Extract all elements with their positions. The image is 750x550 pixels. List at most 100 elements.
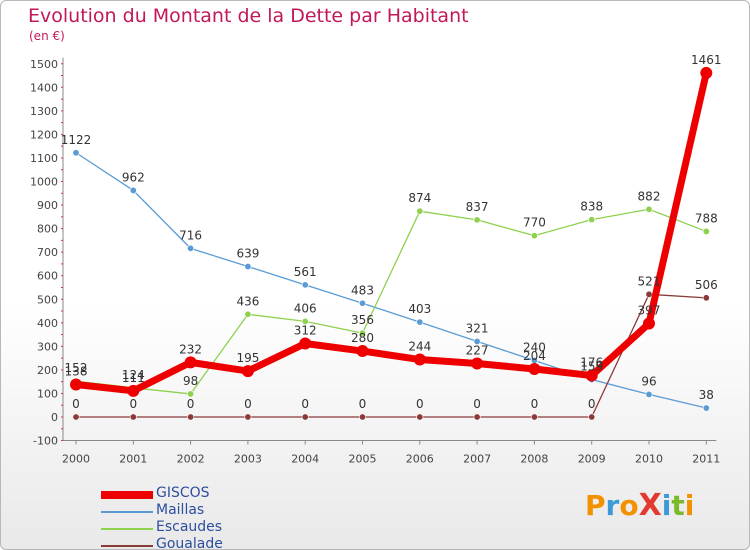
data-point-escaudes — [645, 205, 653, 213]
data-point-maillas — [244, 263, 252, 271]
data-point-giscos — [471, 357, 484, 370]
y-tick-label: 0 — [51, 411, 58, 424]
data-label-maillas: 962 — [122, 170, 145, 184]
chart-unit-label: (en €) — [29, 29, 65, 43]
data-point-escaudes — [530, 232, 538, 240]
logo-letter: i — [684, 489, 695, 522]
data-point-maillas — [645, 390, 653, 398]
data-point-goualade — [72, 413, 80, 421]
data-label-maillas: 38 — [699, 388, 714, 402]
data-label-giscos: 138 — [65, 365, 88, 379]
legend-label: Escaudes — [156, 519, 223, 535]
data-point-escaudes — [187, 390, 195, 398]
y-tick-label: 900 — [37, 199, 58, 212]
y-tick-label: 1400 — [30, 81, 58, 94]
y-tick-label: 500 — [37, 293, 58, 306]
data-label-goualade: 0 — [129, 397, 137, 411]
x-tick-label: 2008 — [520, 453, 548, 466]
data-point-goualade — [473, 413, 481, 421]
data-point-goualade — [416, 413, 424, 421]
data-label-giscos: 397 — [638, 304, 661, 318]
legend-label: Goualade — [156, 536, 223, 550]
x-tick-label: 2002 — [177, 453, 205, 466]
data-point-escaudes — [244, 310, 252, 318]
data-point-maillas — [72, 149, 80, 157]
logo-letter: o — [619, 489, 639, 522]
data-label-giscos: 176 — [580, 356, 603, 370]
x-tick-label: 2006 — [406, 453, 434, 466]
data-point-goualade — [187, 413, 195, 421]
y-tick-label: 1500 — [30, 58, 58, 71]
data-point-escaudes — [416, 207, 424, 215]
data-point-maillas — [702, 404, 710, 412]
data-point-goualade — [645, 290, 653, 298]
data-point-escaudes — [358, 329, 366, 337]
series-line-goualade — [75, 293, 707, 418]
data-point-escaudes — [301, 317, 309, 325]
data-label-goualade: 0 — [473, 397, 481, 411]
data-label-goualade: 0 — [301, 397, 309, 411]
data-label-maillas: 96 — [641, 374, 656, 388]
x-tick-label: 2001 — [119, 453, 147, 466]
data-label-goualade: 0 — [72, 397, 80, 411]
x-tick-label: 2003 — [234, 453, 262, 466]
data-label-escaudes: 406 — [294, 301, 317, 315]
y-tick-label: 600 — [37, 270, 58, 283]
data-point-giscos — [356, 345, 369, 358]
logo-letter: i — [661, 489, 672, 522]
series-line-giscos — [72, 69, 710, 395]
x-tick-label: 2000 — [62, 453, 90, 466]
series-line-maillas — [75, 152, 707, 409]
data-label-goualade: 0 — [359, 397, 367, 411]
data-point-goualade — [358, 413, 366, 421]
data-point-giscos — [585, 369, 598, 382]
data-label-maillas: 716 — [179, 228, 202, 242]
data-label-giscos: 111 — [122, 371, 145, 385]
chart-title: Evolution du Montant de la Dette par Hab… — [28, 5, 469, 27]
data-point-escaudes — [588, 216, 596, 224]
data-label-maillas: 639 — [236, 247, 259, 261]
data-point-giscos — [241, 365, 254, 378]
data-label-goualade: 0 — [531, 397, 539, 411]
data-label-maillas: 561 — [294, 265, 317, 279]
data-point-giscos — [413, 353, 426, 366]
y-tick-label: 100 — [37, 387, 58, 400]
data-label-maillas: 159 — [580, 360, 603, 374]
logo-letter: t — [671, 489, 685, 522]
data-point-maillas — [187, 244, 195, 252]
x-tick-label: 2004 — [291, 453, 319, 466]
data-label-escaudes: 882 — [638, 189, 661, 203]
data-label-goualade: 0 — [244, 397, 252, 411]
data-point-maillas — [129, 186, 137, 194]
data-point-giscos — [700, 66, 713, 79]
data-label-escaudes: 436 — [236, 294, 259, 308]
data-label-giscos: 204 — [523, 349, 546, 363]
data-label-goualade: 0 — [187, 397, 195, 411]
data-label-escaudes: 152 — [65, 361, 88, 375]
data-point-goualade — [244, 413, 252, 421]
legend-swatch — [101, 545, 153, 547]
data-point-maillas — [416, 318, 424, 326]
data-point-escaudes — [702, 227, 710, 235]
data-label-goualade: 0 — [588, 397, 596, 411]
data-label-escaudes: 124 — [122, 368, 145, 382]
x-tick-label: 2010 — [635, 453, 663, 466]
data-label-escaudes: 356 — [351, 313, 374, 327]
y-tick-label: 400 — [37, 317, 58, 330]
data-point-maillas — [358, 299, 366, 307]
data-label-giscos: 232 — [179, 342, 202, 356]
data-label-escaudes: 770 — [523, 216, 546, 230]
data-point-giscos — [184, 356, 197, 369]
data-label-giscos: 1461 — [691, 53, 722, 67]
legend-swatch — [101, 511, 153, 513]
data-label-maillas: 240 — [523, 340, 546, 354]
data-label-maillas: 483 — [351, 283, 374, 297]
data-point-goualade — [301, 413, 309, 421]
series-line-escaudes — [75, 208, 707, 395]
data-point-goualade — [588, 413, 596, 421]
legend-label: Maillas — [156, 502, 205, 518]
data-point-giscos — [70, 378, 82, 391]
data-point-maillas — [301, 281, 309, 289]
data-label-giscos: 312 — [294, 324, 317, 338]
logo-letter: X — [638, 488, 662, 523]
